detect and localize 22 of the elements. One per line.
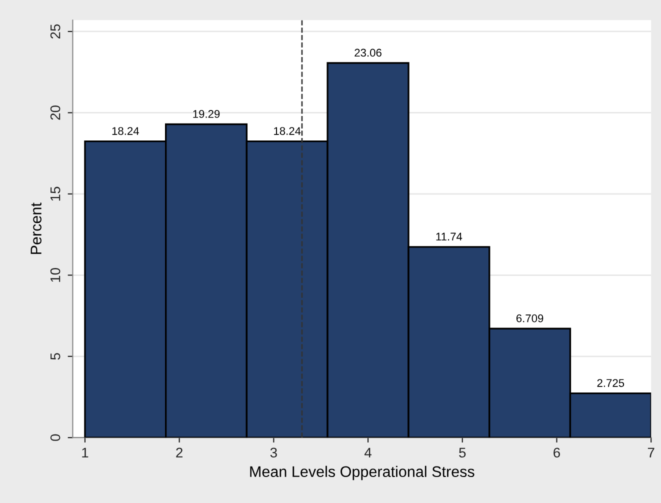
data-label: 2.725 [597,379,624,387]
x-tick-label: 7 [648,448,654,458]
y-tick-label: 20 [50,106,60,120]
y-tick-label: 0 [50,434,60,441]
y-axis-title: Percent [30,202,42,254]
y-tick-label: 25 [50,24,60,39]
y-tick-label: 15 [50,186,60,201]
data-label: 23.06 [354,48,382,57]
data-label: 18.24 [112,127,139,135]
x-axis-title: Mean Levels Opperational Stress [250,466,474,480]
x-tick-label: 3 [270,448,277,458]
x-tick-label: 6 [554,448,560,458]
y-tick-label: 10 [50,268,60,282]
data-label: 11.74 [436,232,462,240]
data-label: 6.709 [516,314,544,322]
y-tick-label: 5 [50,353,60,360]
x-tick-label: 2 [176,448,182,458]
data-label: 18.24 [274,127,301,135]
data-label: 19.29 [193,110,220,118]
x-tick-label: 5 [459,448,466,458]
x-tick-label: 1 [82,448,88,458]
x-tick-label: 4 [364,448,372,458]
